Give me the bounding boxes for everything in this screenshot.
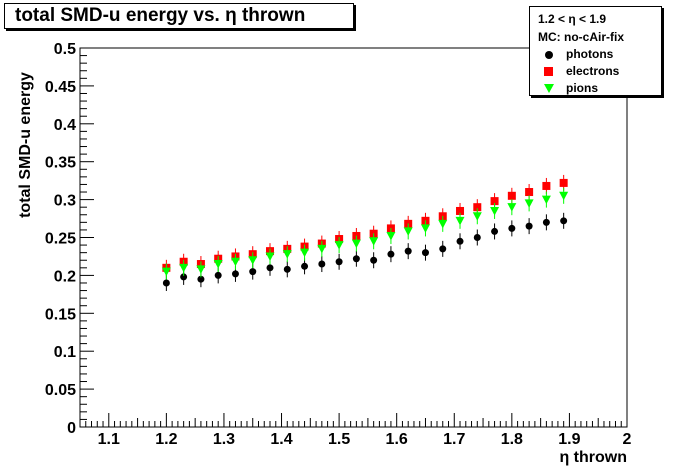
photons-point <box>249 268 257 276</box>
x-tick-label: 1.9 <box>558 431 580 448</box>
y-tick-label: 0.3 <box>54 193 76 210</box>
photons-point <box>352 255 360 263</box>
pions-point <box>490 206 500 216</box>
y-axis-label: total SMD-u energy <box>17 72 34 218</box>
photons-point <box>283 265 291 273</box>
photons-point <box>473 234 481 241</box>
x-tick-label: 1.3 <box>213 431 235 448</box>
legend-header-mc: MC: no-cAir-fix <box>538 30 624 44</box>
pions-point <box>230 257 240 267</box>
legend-entry-pions: pions <box>538 81 658 97</box>
pions-point <box>438 219 448 229</box>
pions-point <box>455 216 465 226</box>
photons-point <box>508 224 516 232</box>
pions-point <box>265 252 275 261</box>
pions-point <box>282 250 292 259</box>
y-tick-label: 0.05 <box>45 382 76 399</box>
y-tick-label: 0.45 <box>45 79 76 96</box>
pions-point <box>524 199 534 208</box>
photons-point <box>542 218 550 226</box>
legend-label-pions: pions <box>566 81 598 95</box>
legend-label-electrons: electrons <box>566 64 620 78</box>
pions-point <box>351 239 361 249</box>
y-tick-label: 0.1 <box>54 344 76 361</box>
electrons-point <box>542 181 551 190</box>
electrons-point <box>490 197 499 206</box>
pions-point <box>420 224 430 233</box>
photons-point <box>318 260 326 268</box>
y-tick-label: 0.5 <box>54 41 76 58</box>
photons-point <box>404 247 412 255</box>
pions-point <box>541 195 551 205</box>
pions-point <box>179 263 189 273</box>
photons-point <box>180 273 188 281</box>
photons-point <box>162 279 170 287</box>
y-tick-label: 0.15 <box>45 306 76 323</box>
y-tick-label: 0.25 <box>45 231 76 248</box>
y-tick-label: 0.35 <box>45 155 76 172</box>
photons-point <box>301 262 309 270</box>
chart-title-box: total SMD-u energy vs. η thrown <box>4 3 354 29</box>
pions-marker-icon <box>544 84 554 93</box>
pions-point <box>300 248 310 258</box>
x-tick-label: 1.4 <box>270 431 292 448</box>
pions-point <box>507 203 517 212</box>
pions-point <box>386 231 396 241</box>
photons-point <box>266 264 274 272</box>
pions-point <box>472 212 482 221</box>
photons-point <box>456 237 464 245</box>
electrons-marker-icon <box>544 67 553 76</box>
electrons-point <box>559 178 568 187</box>
y-tick-label: 0.4 <box>54 117 76 134</box>
photons-point <box>197 275 205 283</box>
electrons-point <box>525 188 534 197</box>
legend-label-photons: photons <box>566 47 614 61</box>
legend-entry-photons: photons <box>538 47 658 63</box>
photons-point <box>387 250 395 258</box>
legend-entry-electrons: electrons <box>538 64 658 80</box>
electrons-point <box>456 206 465 215</box>
photons-point <box>439 245 447 253</box>
chart-title: total SMD-u energy vs. η thrown <box>15 5 306 26</box>
x-axis-label: η thrown <box>559 449 627 466</box>
photons-point <box>560 217 568 225</box>
pions-point <box>334 241 344 250</box>
x-tick-label: 1.7 <box>443 431 465 448</box>
pions-point <box>403 227 413 236</box>
photons-point <box>214 271 222 279</box>
x-tick-label: 2 <box>623 431 632 448</box>
x-tick-label: 1.2 <box>155 431 177 448</box>
electrons-point <box>507 191 516 200</box>
pions-point <box>196 265 206 274</box>
photons-point <box>370 256 378 264</box>
photons-point <box>525 222 533 230</box>
x-tick-label: 1.6 <box>386 431 408 448</box>
y-tick-label: 0 <box>67 420 76 437</box>
pions-point <box>161 267 171 277</box>
pions-point <box>213 260 223 269</box>
photons-point <box>491 227 499 235</box>
electrons-point <box>473 203 482 212</box>
y-tick-label: 0.2 <box>54 268 76 285</box>
photons-marker-icon <box>545 51 553 59</box>
pions-point <box>369 237 379 246</box>
x-tick-label: 1.5 <box>328 431 350 448</box>
photons-point <box>421 249 429 257</box>
legend: 1.2 < η < 1.9 MC: no-cAir-fix photons el… <box>529 6 662 96</box>
pions-point <box>317 244 327 254</box>
pions-point <box>559 191 569 201</box>
photons-point <box>335 258 343 266</box>
photons-point <box>231 270 239 278</box>
x-tick-label: 1.8 <box>501 431 523 448</box>
x-tick-label: 1.1 <box>98 431 120 448</box>
legend-header-range: 1.2 < η < 1.9 <box>538 12 607 26</box>
pions-point <box>248 256 258 265</box>
